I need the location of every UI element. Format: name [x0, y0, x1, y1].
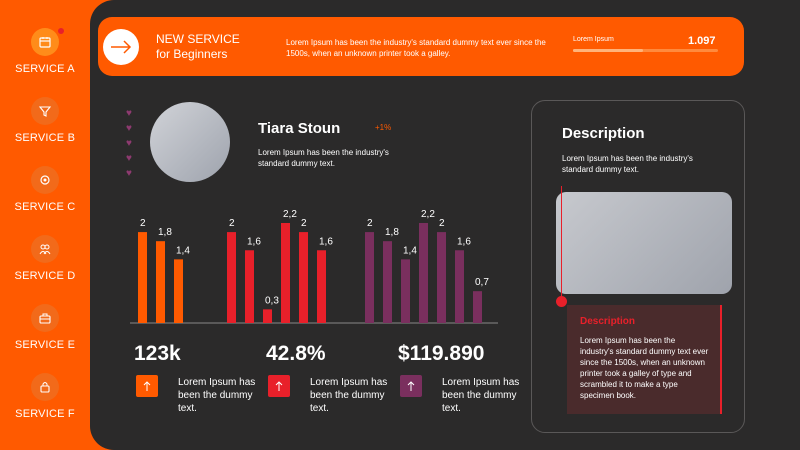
notification-dot [58, 28, 64, 34]
team-icon [31, 235, 59, 263]
chart-bar [156, 241, 165, 323]
chart-data-label: 2 [439, 218, 445, 229]
progress-label: Lorem Ipsum [573, 36, 614, 43]
sidebar-item-service-a[interactable]: SERVICE A [0, 26, 90, 95]
chart-data-label: 0,7 [475, 277, 489, 288]
chart-data-label: 1,8 [385, 227, 399, 238]
sidebar-item-label: SERVICE A [15, 63, 75, 75]
sidebar-item-label: SERVICE B [14, 132, 76, 144]
chart-data-label: 1,4 [176, 245, 190, 256]
description-text: Lorem Ipsum has been the industry's stan… [562, 154, 693, 174]
sidebar-item-service-d[interactable]: SERVICE D [0, 233, 90, 302]
chart-bar [401, 259, 410, 323]
chart-data-label: 2 [367, 218, 373, 229]
subcard-text: Lorem Ipsum has been the industry's stan… [580, 336, 709, 400]
sidebar-item-service-e[interactable]: SERVICE E [0, 302, 90, 371]
chart-bar [263, 309, 272, 323]
main-panel: NEW SERVICE for Beginners Lorem Ipsum ha… [90, 0, 800, 450]
arrow-up-icon [136, 375, 158, 397]
subcard-title: Description [580, 316, 636, 327]
accent-dot [556, 296, 567, 307]
filter-icon [31, 97, 59, 125]
calendar-icon [31, 28, 59, 56]
chart-data-label: 2 [301, 218, 307, 229]
lock-icon [31, 373, 59, 401]
sidebar: SERVICE A SERVICE B SERVICE C SERVICE D … [0, 0, 90, 450]
sidebar-item-label: SERVICE F [15, 408, 75, 420]
heart-icon: ♥ [126, 168, 132, 179]
chart-data-label: 1,6 [247, 236, 261, 247]
banner-text: Lorem Ipsum has been the industry's stan… [286, 38, 546, 58]
chart-bar [227, 232, 236, 323]
chart-data-label: 1,4 [403, 245, 417, 256]
chart-bar [245, 250, 254, 323]
banner-title: NEW SERVICE for Beginners [156, 32, 240, 61]
description-card: Description Lorem Ipsum has been the ind… [531, 100, 745, 433]
chart-bar [365, 232, 374, 323]
stat-value: $119.890 [398, 342, 485, 365]
profile-description: Lorem Ipsum has been the industry's stan… [258, 148, 389, 168]
chart-data-label: 2 [229, 218, 235, 229]
profile-badge: +1% [375, 123, 392, 132]
chart-bar [317, 250, 326, 323]
stat-value: 123k [134, 342, 181, 365]
progress-bar [573, 49, 718, 52]
sidebar-item-service-f[interactable]: SERVICE F [0, 371, 90, 440]
sidebar-item-label: SERVICE E [14, 339, 76, 351]
arrow-up-icon [400, 375, 422, 397]
stat-text: Lorem Ipsum has been the dummy text. [310, 377, 388, 414]
chart-bar [299, 232, 308, 323]
chart-data-label: 2 [140, 218, 146, 229]
profile-name: Tiara Stoun [258, 120, 341, 137]
chart-bar [419, 223, 428, 323]
heart-icon: ♥ [126, 123, 132, 134]
sidebar-item-service-b[interactable]: SERVICE B [0, 95, 90, 164]
heart-icon: ♥ [126, 153, 132, 164]
chart-data-label: 0,3 [265, 295, 279, 306]
chart-data-label: 2,2 [421, 209, 435, 220]
description-image [556, 192, 732, 294]
stat-text: Lorem Ipsum has been the dummy text. [178, 377, 256, 414]
chart-data-label: 2,2 [283, 209, 297, 220]
chart-bar [473, 291, 482, 323]
heart-icon: ♥ [126, 108, 132, 119]
chart-bar [455, 250, 464, 323]
stat-value: 42.8% [266, 342, 326, 365]
toolbox-icon [31, 304, 59, 332]
description-title: Description [562, 125, 645, 142]
accent-line [561, 186, 562, 301]
stat-text: Lorem Ipsum has been the dummy text. [442, 377, 520, 414]
sidebar-item-label: SERVICE C [14, 201, 76, 213]
chart-bar [437, 232, 446, 323]
chart-data-label: 1,6 [319, 236, 333, 247]
arrow-right-icon[interactable] [103, 29, 139, 65]
chart-data-label: 1,6 [457, 236, 471, 247]
chart-bar [138, 232, 147, 323]
settings-icon [31, 166, 59, 194]
chart-bar [281, 223, 290, 323]
avatar [150, 102, 230, 182]
progress-value: 1.097 [688, 35, 716, 47]
description-subcard: Description Lorem Ipsum has been the ind… [567, 305, 722, 414]
arrow-up-icon [268, 375, 290, 397]
chart-bar [383, 241, 392, 323]
chart-data-label: 1,8 [158, 227, 172, 238]
chart-bar [174, 259, 183, 323]
sidebar-item-label: SERVICE D [14, 270, 76, 282]
promo-banner: NEW SERVICE for Beginners Lorem Ipsum ha… [98, 17, 744, 76]
rating-hearts: ♥ ♥ ♥ ♥ ♥ [126, 106, 138, 181]
heart-icon: ♥ [126, 138, 132, 149]
bar-chart: 2 1,8 1,4 2 1,6 0,3 2,2 2 1,6 2 1,8 1,4 2,2 2 1,6 0,7 [130, 209, 498, 324]
sidebar-item-service-c[interactable]: SERVICE C [0, 164, 90, 233]
